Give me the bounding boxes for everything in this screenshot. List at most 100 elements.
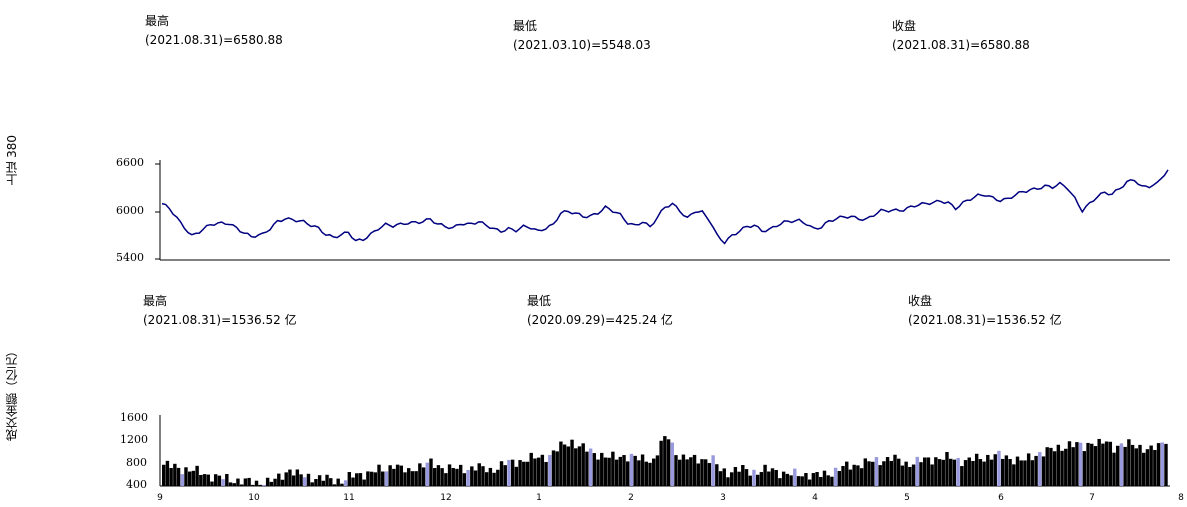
volume-bar	[670, 442, 674, 486]
volume-bar	[455, 468, 459, 486]
volume-bar	[1101, 443, 1105, 486]
volume-bar	[395, 464, 400, 486]
volume-bar	[648, 462, 652, 486]
volume-bar	[652, 458, 656, 486]
volume-bar	[666, 439, 671, 486]
volume-bar	[755, 474, 760, 486]
volume-bar	[908, 466, 912, 486]
volume-bar	[852, 464, 856, 486]
price-high-stat: 最高 (2021.08.31)=6580.88	[145, 12, 283, 50]
volume-bar	[1097, 438, 1101, 486]
volume-bar	[607, 457, 611, 486]
volume-bar	[592, 453, 597, 486]
volume-bar	[477, 463, 481, 486]
volume-bar	[644, 461, 648, 486]
volume-bar	[1090, 443, 1094, 486]
volume-bar	[986, 454, 990, 486]
volume-bar	[715, 464, 719, 486]
volume-bar	[588, 448, 593, 486]
volume-bar	[362, 479, 366, 486]
month-tick: 11	[343, 493, 355, 503]
volume-bar	[1004, 455, 1009, 486]
price-close-stat: 收盘 (2021.08.31)=6580.88	[892, 17, 1030, 55]
month-tick: 1	[536, 493, 542, 503]
volume-bar	[381, 471, 385, 486]
volume-bar	[496, 469, 500, 486]
price-low-stat: 最低 (2021.03.10)=5548.03	[513, 17, 651, 55]
volume-bar	[1038, 452, 1042, 486]
volume-bar	[1049, 447, 1053, 486]
volume-bar	[195, 465, 199, 486]
volume-bar	[162, 464, 166, 486]
volume-bar	[1019, 460, 1023, 486]
volume-bar	[900, 465, 905, 486]
volume-bar	[923, 457, 927, 486]
volume-bar	[436, 465, 441, 486]
volume-bar	[629, 453, 634, 486]
volume-bar	[447, 464, 452, 486]
volume-bar	[258, 484, 262, 486]
volume-bar	[265, 477, 270, 486]
month-tick: 8	[1178, 493, 1184, 503]
volume-bar	[1086, 442, 1090, 486]
volume-bar	[399, 465, 403, 486]
volume-bar	[845, 461, 849, 486]
volume-bar	[718, 471, 723, 486]
volume-bar	[1138, 444, 1142, 486]
volume-bar	[562, 444, 567, 486]
volume-bar	[982, 461, 986, 486]
volume-bar	[581, 443, 585, 486]
volume-bar	[206, 474, 210, 486]
volume-bar	[963, 460, 968, 486]
volume-bar	[711, 455, 715, 486]
volume-bar	[655, 455, 660, 486]
volume-bar	[544, 461, 548, 486]
volume-bar	[889, 460, 894, 486]
volume-bar	[180, 474, 184, 486]
volume-bar	[225, 474, 229, 486]
price-series-line	[161, 169, 1169, 245]
volume-bar	[882, 461, 886, 486]
volume-bar	[525, 461, 530, 486]
volume-bar	[540, 454, 545, 486]
volume-bar	[826, 475, 830, 486]
month-tick: 2	[628, 493, 634, 503]
volume-bar	[1134, 448, 1139, 486]
volume-bar	[213, 474, 218, 486]
volume-ytick: 800	[126, 456, 147, 469]
volume-bar	[577, 446, 582, 486]
volume-bar	[819, 476, 823, 486]
volume-bar	[603, 457, 608, 486]
volume-bar	[418, 463, 422, 486]
volume-bar	[897, 458, 901, 486]
volume-bar	[429, 458, 433, 486]
volume-bar	[674, 455, 678, 486]
volume-bar	[733, 467, 738, 486]
volume-bar	[165, 460, 170, 486]
volume-bar	[510, 459, 515, 486]
volume-bar	[1056, 444, 1061, 486]
volume-bar	[804, 473, 808, 486]
volume-bar	[503, 465, 507, 486]
volume-bar	[789, 475, 793, 486]
volume-bar	[885, 457, 890, 486]
volume-bar	[295, 469, 300, 486]
volume-bar	[421, 467, 426, 486]
volume-bar	[867, 461, 871, 486]
volume-bar	[774, 470, 778, 486]
volume-bar	[236, 478, 240, 486]
volume-low-value: (2020.09.29)=425.24 亿	[527, 313, 673, 327]
volume-bar	[202, 474, 207, 486]
volume-bar	[451, 467, 455, 486]
volume-bar	[945, 451, 949, 486]
volume-bar	[681, 454, 686, 486]
volume-bar	[729, 472, 734, 486]
volume-bar	[310, 482, 314, 486]
volume-bar	[466, 469, 470, 486]
volume-bar	[800, 476, 804, 486]
volume-bar	[574, 448, 578, 486]
month-tick: 4	[812, 493, 818, 503]
volume-bar	[611, 451, 615, 486]
volume-bar	[284, 472, 288, 486]
volume-ytick: 1200	[120, 433, 148, 446]
